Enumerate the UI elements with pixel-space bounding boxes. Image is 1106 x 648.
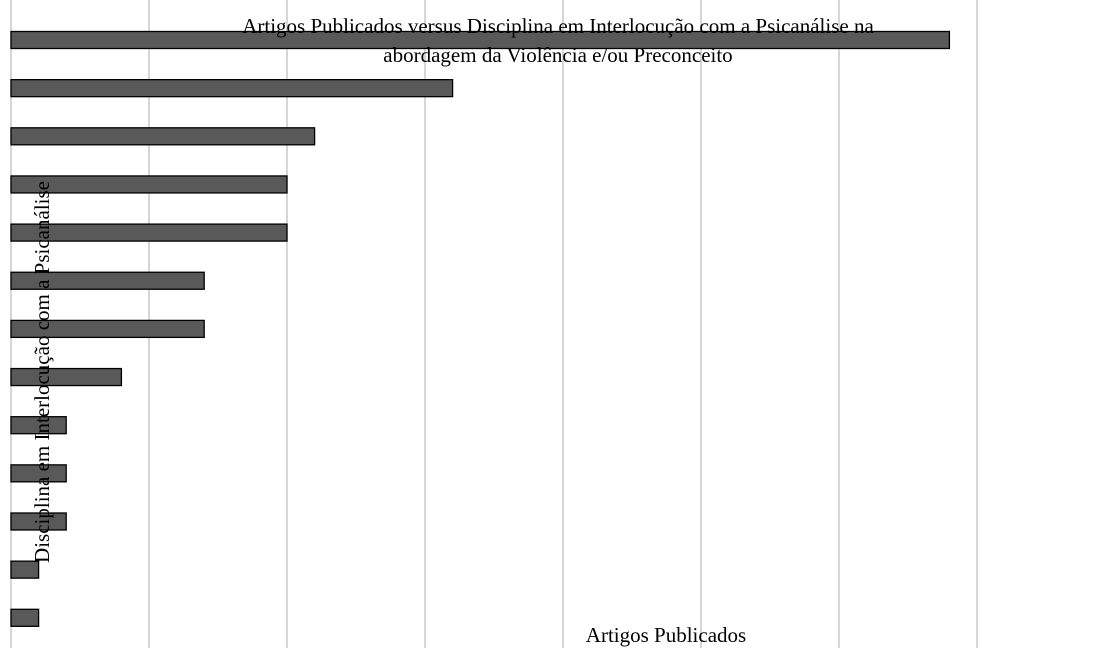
x-axis-label: Artigos Publicados xyxy=(586,623,746,647)
bar xyxy=(10,271,205,290)
chart-title-line-2: abordagem da Violência e/ou Preconceito xyxy=(383,43,732,67)
bar xyxy=(10,127,316,146)
y-axis-label: Disciplina em Interlocução com a Psicaná… xyxy=(30,181,54,563)
bars xyxy=(10,30,951,627)
bar xyxy=(10,175,288,194)
bar xyxy=(10,560,40,579)
bar xyxy=(10,464,67,483)
bar xyxy=(10,319,205,339)
bar xyxy=(10,512,67,531)
bar xyxy=(10,416,67,435)
bar xyxy=(10,79,454,98)
bar xyxy=(10,223,288,242)
bar xyxy=(10,608,40,627)
chart-title-line-1: Artigos Publicados versus Disciplina em … xyxy=(242,14,874,38)
gridlines xyxy=(10,0,978,648)
bar xyxy=(10,367,123,387)
bar xyxy=(10,30,951,50)
